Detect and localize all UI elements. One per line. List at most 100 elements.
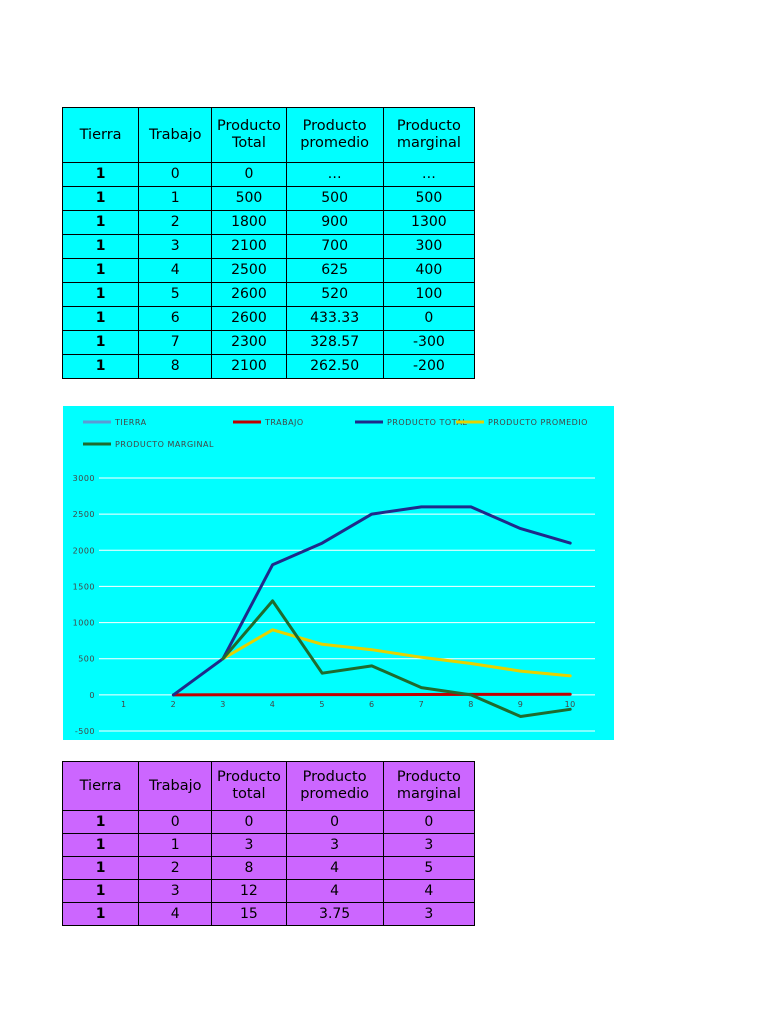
table-cell: 1800 (211, 210, 287, 235)
column-header: Trabajo (138, 107, 213, 163)
table-row: 1 2 1800 900 1300 (61, 210, 476, 235)
column-header: Tierra (61, 761, 140, 811)
table-cell: 3 (382, 833, 476, 857)
table-cell: 1 (61, 330, 140, 355)
column-header: Trabajo (138, 761, 213, 811)
chart-svg: -500 0 500 1000 1500 2000 2500 3000 1 2 3 4 5 6 7 8 9 10 T… (73, 418, 595, 736)
table-cell: 0 (211, 810, 287, 834)
table-cell: 1 (61, 810, 140, 834)
table-cell: 15 (211, 902, 287, 926)
y-tick-label: 0 (89, 691, 95, 700)
table-cell: 0 (382, 810, 476, 834)
table-cell: 1 (138, 186, 213, 211)
column-header-line: Producto (216, 769, 281, 785)
table-row: 1 4 2500 625 400 (61, 258, 476, 283)
table-cell: 0 (211, 162, 287, 187)
table-cell: 2 (138, 856, 213, 880)
column-header-line: Producto (302, 118, 367, 134)
x-tick-label: 3 (220, 700, 226, 709)
column-header-line: Producto (302, 769, 367, 785)
table-cell: 625 (285, 258, 384, 283)
table-cell: 1 (61, 210, 140, 235)
table-cell: 2500 (211, 258, 287, 283)
column-header-line: Tierra (79, 777, 122, 794)
table-cell: 328.57 (285, 330, 384, 355)
table-cell: 4 (138, 258, 213, 283)
table-cell: 3 (382, 902, 476, 926)
table-cell: 900 (285, 210, 384, 235)
table-cell: 3 (138, 234, 213, 259)
column-header-line: Producto (396, 769, 461, 785)
x-tick-label: 9 (518, 700, 524, 709)
series-line-4 (221, 599, 572, 718)
y-tick-label: -500 (75, 727, 95, 736)
table-row: 1 0 0…… (61, 162, 476, 187)
y-tick-label: 1000 (73, 619, 95, 628)
table-cell: 1 (61, 306, 140, 331)
x-tick-label: 4 (270, 700, 276, 709)
table-cell: 433.33 (285, 306, 384, 331)
table-cell: -300 (382, 330, 476, 355)
column-header: Producto marginal (382, 107, 476, 163)
legend-label: TIERRA (114, 418, 147, 427)
table-cell: 5 (382, 856, 476, 880)
table-cell: 4 (285, 856, 384, 880)
table-cell: 7 (138, 330, 213, 355)
table-row: 1 3 12 4 4 (61, 879, 476, 903)
table-cell: 1 (61, 162, 140, 187)
column-header-line: total (232, 786, 266, 802)
table-cell: 400 (382, 258, 476, 283)
column-header-line: Trabajo (148, 126, 202, 143)
column-header: Producto promedio (285, 761, 384, 811)
table-cell: 100 (382, 282, 476, 307)
table-cell: 500 (285, 186, 384, 211)
legend-label: TRABAJO (264, 418, 304, 427)
table-row: 1 8 2100 262.50 -200 (61, 354, 476, 379)
table-cell: 262.50 (285, 354, 384, 379)
x-tick-label: 8 (468, 700, 474, 709)
table-row: 1 3 2100 700 300 (61, 234, 476, 259)
production-table-2: Tierra Trabajo Producto total Producto promed… (61, 761, 476, 926)
table-header-row: Tierra Trabajo Producto total Producto promed… (61, 761, 476, 811)
legend-label: PRODUCTO MARGINAL (115, 440, 214, 449)
table-cell: 500 (382, 186, 476, 211)
column-header-line: marginal (396, 135, 461, 151)
column-header-line: Trabajo (148, 777, 202, 794)
column-header-line: promedio (300, 786, 370, 802)
column-header-line: marginal (396, 786, 461, 802)
table-cell: 3 (285, 833, 384, 857)
table-cell: 1 (61, 234, 140, 259)
column-header-line: Producto (396, 118, 461, 134)
x-tick-label: 1 (121, 700, 127, 709)
table-row: 1 7 2300 328.57 -300 (61, 330, 476, 355)
table-cell: 12 (211, 879, 287, 903)
table-cell: 1 (61, 354, 140, 379)
table-cell: -200 (382, 354, 476, 379)
column-header: Producto total (211, 761, 287, 811)
table-cell: 0 (138, 810, 213, 834)
table-cell: 2600 (211, 306, 287, 331)
legend-label: PRODUCTO TOTAL (387, 418, 467, 427)
table-cell: 6 (138, 306, 213, 331)
x-tick-label: 6 (369, 700, 375, 709)
column-header-line: promedio (300, 135, 370, 151)
column-header: Producto promedio (285, 107, 384, 163)
column-header-line: Total (231, 135, 266, 151)
y-tick-label: 2500 (73, 510, 95, 519)
table-cell: 3 (138, 879, 213, 903)
x-tick-label: 10 (565, 700, 576, 709)
table-cell: 8 (211, 856, 287, 880)
production-table-1: Tierra Trabajo Producto Total Producto promed… (61, 107, 476, 379)
table-cell: … (382, 162, 476, 187)
table-row: 1 1 500 500 500 (61, 186, 476, 211)
series-line-3 (221, 628, 572, 678)
production-line-chart: -500 0 500 1000 1500 2000 2500 3000 1 2 3 4 5 6 7 8 9 10 T… (63, 406, 614, 740)
table-row: 1 4 15 3.75 3 (61, 902, 476, 926)
table-cell: 500 (211, 186, 287, 211)
table-row: 1 6 2600 433.33 0 (61, 306, 476, 331)
table-cell: 1 (61, 856, 140, 880)
table-cell: 1 (61, 879, 140, 903)
table-row: 1 5 2600 520 100 (61, 282, 476, 307)
table-cell: 1 (61, 186, 140, 211)
